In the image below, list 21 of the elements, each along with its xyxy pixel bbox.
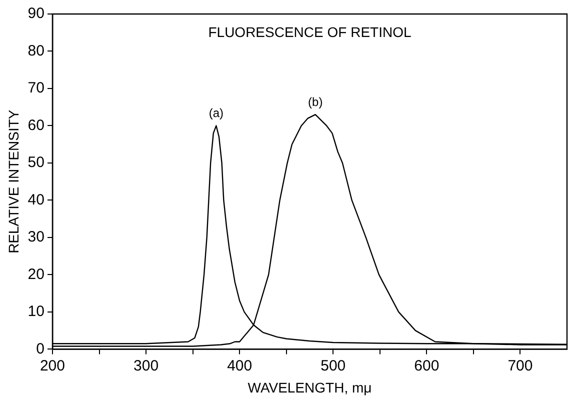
y-tick-label: 60 — [28, 116, 44, 134]
x-tick-label: 500 — [320, 357, 346, 374]
x-tick-label: 300 — [134, 357, 159, 374]
y-tick-label: 0 — [36, 340, 44, 358]
annotation: (a) — [208, 106, 224, 120]
y-tick-label: 10 — [28, 303, 44, 320]
y-tick-label: 90 — [28, 5, 44, 22]
x-tick-label: 200 — [40, 357, 65, 374]
y-tick-label: 80 — [28, 42, 44, 60]
y-tick-label: 30 — [28, 228, 44, 246]
text: FLUORESCENCE OF RETINOL — [208, 24, 412, 40]
x-axis-title: WAVELENGTH, mμ — [248, 379, 372, 396]
y-tick-label: 70 — [28, 80, 44, 97]
y-tick-label: 50 — [28, 154, 44, 172]
y-axis-title: RELATIVE INTENSITY — [5, 109, 22, 254]
annotation: (b) — [308, 94, 323, 109]
x-tick-label: 700 — [508, 357, 533, 374]
y-tick-label: 40 — [28, 191, 44, 208]
x-tick-label: 600 — [414, 357, 440, 374]
y-tick-label: 20 — [28, 266, 44, 283]
x-tick-label: 400 — [227, 357, 252, 374]
